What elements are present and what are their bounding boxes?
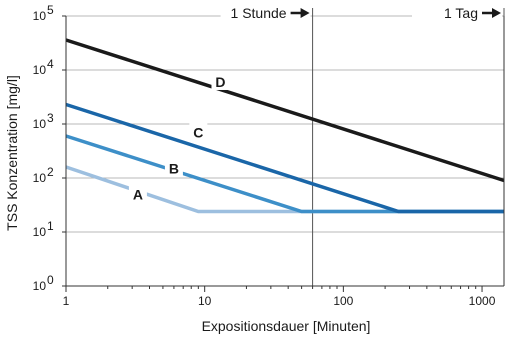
reference-lines: 1 Stunde 1 Tag (220, 5, 505, 286)
y-tick-label: 10 (33, 117, 47, 131)
series-line-D (65, 38, 505, 183)
y-tick-label: 10 (33, 171, 47, 185)
series-label-A: A (133, 186, 143, 202)
series-label-bg (128, 184, 147, 203)
series-group: A B C D (65, 38, 505, 214)
y-tick-exponent: 3 (47, 111, 54, 125)
series-label-C: C (193, 124, 203, 140)
y-tick-exponent: 5 (47, 3, 54, 17)
x-tick-label: 100 (333, 294, 353, 308)
series-line-C (65, 102, 504, 214)
reference-label-bg (412, 6, 502, 22)
x-tick-label: 1000 (469, 294, 496, 308)
reference-label-bg (220, 6, 311, 22)
series-label-B: B (169, 160, 179, 176)
series-label-bg (211, 71, 230, 90)
axes (62, 15, 505, 292)
reference-label-0: 1 Stunde (231, 5, 287, 21)
y-axis-title: TSS Konzentration [mg/l] (4, 75, 20, 231)
y-tick-label: 10 (33, 225, 47, 239)
series-label-bg (189, 122, 208, 141)
x-tick-label: 1 (63, 294, 70, 308)
x-axis-title: Expositionsdauer [Minuten] (202, 318, 371, 334)
y-tick-label: 10 (33, 63, 47, 77)
reference-arrow-head (492, 8, 501, 18)
reference-arrow-head (300, 8, 310, 18)
y-tick-exponent: 2 (47, 165, 54, 179)
y-tick-exponent: 1 (47, 219, 54, 233)
reference-label-1: 1 Tag (444, 5, 478, 21)
y-tick-label: 10 (33, 279, 47, 293)
x-tick-label: 10 (198, 294, 212, 308)
y-tick-label: 10 (33, 9, 47, 23)
series-label-D: D (215, 74, 225, 90)
y-tick-exponent: 0 (47, 273, 54, 287)
series-label-bg (164, 158, 183, 177)
y-tick-exponent: 4 (47, 57, 54, 71)
